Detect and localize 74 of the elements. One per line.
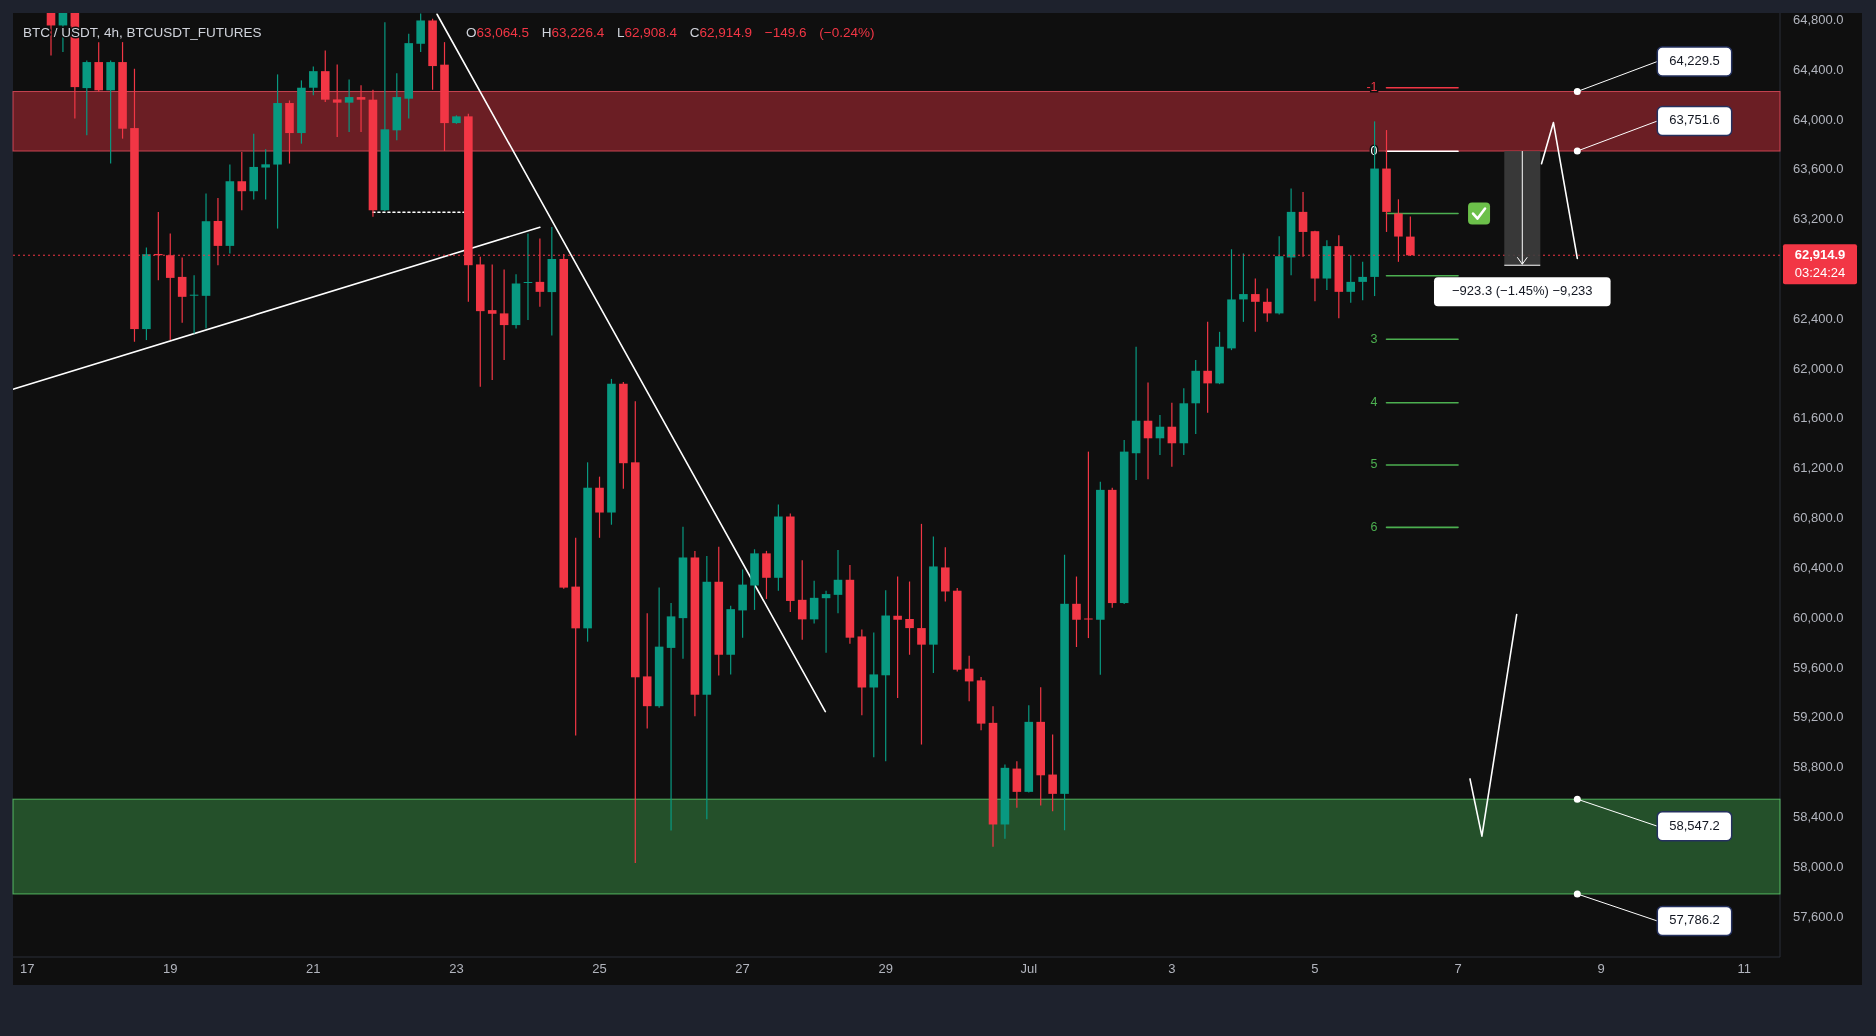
candlestick xyxy=(487,263,497,381)
y-tick-label: 61,600.0 xyxy=(1793,410,1844,426)
x-tick-label: 27 xyxy=(735,961,750,977)
y-tick-label: 58,400.0 xyxy=(1793,808,1844,824)
x-tick-label: 7 xyxy=(1454,961,1462,977)
candlestick xyxy=(499,268,509,361)
x-tick-label: 5 xyxy=(1311,961,1319,977)
y-tick-label: 64,800.0 xyxy=(1793,11,1844,27)
candlestick xyxy=(309,65,318,96)
y-tick-label: 64,400.0 xyxy=(1793,61,1844,77)
candlestick xyxy=(869,631,879,758)
x-tick-label: 23 xyxy=(449,961,464,977)
y-tick-label: 60,000.0 xyxy=(1793,609,1844,625)
y-tick-label: 58,800.0 xyxy=(1793,759,1844,775)
candlestick xyxy=(833,549,843,614)
y-tick-label: 64,000.0 xyxy=(1793,111,1844,127)
y-tick-label: 61,200.0 xyxy=(1793,460,1844,476)
candlestick xyxy=(1262,287,1272,323)
candlestick xyxy=(917,523,926,746)
candlestick xyxy=(177,256,187,324)
candlestick xyxy=(332,63,342,138)
annotation: 57,786.2 xyxy=(1669,912,1720,928)
series-label: 6 xyxy=(1370,519,1378,534)
x-tick-label: 29 xyxy=(878,961,893,977)
annotation: 58,547.2 xyxy=(1669,817,1720,833)
candlestick xyxy=(821,590,831,654)
x-tick-label: 11 xyxy=(1737,961,1751,977)
ref-line-label: 62,914.9 xyxy=(1794,246,1846,262)
x-tick-label: 25 xyxy=(592,961,607,977)
candlestick xyxy=(1048,733,1057,812)
series-label: 5 xyxy=(1370,457,1378,472)
candlestick xyxy=(1143,381,1153,480)
candlestick xyxy=(809,580,819,625)
y-tick-label: 62,000.0 xyxy=(1793,360,1844,376)
candlestick xyxy=(416,13,425,53)
text: O63,064.5 H63,226.4 L62,908.4 C62,914.9 −149.6 (−0.24%) xyxy=(466,24,875,40)
candlestick xyxy=(893,575,902,699)
candlestick xyxy=(797,559,807,641)
annotation: 64,229.5 xyxy=(1669,52,1720,68)
candlestick xyxy=(237,151,247,211)
candlestick xyxy=(356,84,366,133)
candlestick xyxy=(1251,277,1260,333)
x-tick-label: Jul xyxy=(1020,961,1038,977)
y-tick-label: 58,000.0 xyxy=(1793,858,1844,874)
series-label: -1 xyxy=(1366,80,1378,95)
candlestick xyxy=(344,78,354,133)
series-label: 3 xyxy=(1370,331,1378,346)
y-tick-label: 60,400.0 xyxy=(1793,559,1844,575)
candlestick xyxy=(1239,252,1248,323)
series-label: 4 xyxy=(1370,395,1378,410)
x-tick-label: 17 xyxy=(19,961,35,977)
annotation: −923.3 (−1.45%) −9,233 xyxy=(1451,283,1593,299)
y-tick-label: 57,600.0 xyxy=(1793,908,1844,924)
candlestick xyxy=(1346,254,1356,304)
y-tick-label: 59,600.0 xyxy=(1793,659,1844,675)
candlestick xyxy=(1203,321,1212,414)
annotation: 63,751.6 xyxy=(1669,112,1720,128)
y-tick-label: 63,200.0 xyxy=(1793,211,1844,227)
candlestick xyxy=(261,148,270,201)
x-tick-label: 21 xyxy=(306,961,321,977)
candlestick xyxy=(1084,451,1093,639)
y-tick-label: 60,800.0 xyxy=(1793,510,1844,526)
x-tick-label: 3 xyxy=(1168,961,1176,977)
candlestick xyxy=(1072,575,1081,648)
x-tick-label: 19 xyxy=(163,961,178,977)
y-tick-label: 63,600.0 xyxy=(1793,161,1844,177)
y-tick-label: 62,400.0 xyxy=(1793,310,1844,326)
x-tick-label: 9 xyxy=(1597,961,1605,977)
candlestick xyxy=(905,580,914,656)
text: 03:24:24 xyxy=(1794,264,1846,280)
candlestick xyxy=(1358,261,1367,301)
candlestick xyxy=(1167,402,1177,468)
y-tick-label: 59,200.0 xyxy=(1793,709,1844,725)
candlestick xyxy=(1012,760,1022,809)
